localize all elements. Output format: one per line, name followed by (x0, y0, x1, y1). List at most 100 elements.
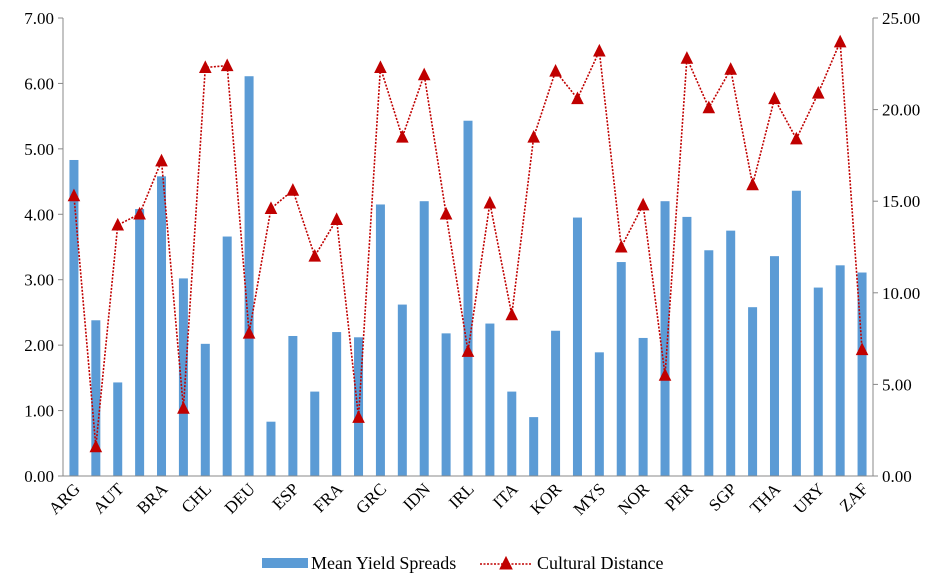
line-marker (571, 91, 584, 105)
right-tick-label: 5.00 (882, 375, 912, 394)
line-marker (198, 60, 212, 73)
line-marker (658, 368, 672, 381)
right-tick-label: 10.00 (882, 284, 920, 303)
bar (704, 250, 714, 476)
line-marker (177, 401, 190, 414)
bar (594, 352, 604, 476)
bar (332, 332, 342, 476)
bar (113, 382, 123, 476)
left-tick-label: 0.00 (24, 467, 54, 486)
x-tick-label: SGP (705, 479, 740, 514)
legend-line-label: Cultural Distance (537, 553, 663, 573)
line-marker (636, 197, 650, 211)
x-tick-label: KOR (527, 479, 566, 518)
x-tick-label: URY (790, 479, 828, 517)
line-marker (242, 325, 256, 339)
bar (375, 204, 385, 476)
x-tick-label: MYS (570, 479, 609, 518)
x-tick-label: CHL (178, 479, 215, 516)
legend-bar-label: Mean Yield Spreads (311, 553, 456, 573)
bar (616, 262, 626, 476)
x-tick-label: ESP (269, 479, 303, 513)
bar (682, 216, 692, 476)
x-axis-labels: ARG AUT BRA CHL DEU ESP FRA GRC IDN IRL ITA KOR MYS N… (45, 479, 872, 519)
x-tick-label: GRC (352, 479, 390, 517)
axes (62, 18, 874, 477)
line-marker (286, 183, 300, 196)
line-marker (330, 212, 343, 226)
left-tick-label: 2.00 (24, 336, 54, 355)
line-marker (155, 153, 168, 167)
x-tick-label: IRL (445, 479, 478, 512)
right-tick-label: 0.00 (882, 467, 912, 486)
bar (135, 209, 145, 476)
legend-bar-swatch (262, 558, 308, 568)
bar (726, 230, 736, 476)
right-tick-label: 15.00 (882, 192, 920, 211)
line-marker (855, 342, 869, 356)
bar (222, 236, 232, 476)
line-marker (439, 206, 453, 220)
line-marker (417, 67, 431, 81)
bar (419, 201, 429, 476)
x-tick-label: ZAF (836, 479, 872, 515)
line-marker (833, 34, 847, 48)
bar-series (69, 76, 867, 477)
line-marker (220, 58, 234, 72)
line-marker (527, 129, 540, 143)
line-marker (483, 195, 497, 209)
line-marker (111, 217, 125, 231)
right-tick-label: 20.00 (882, 101, 920, 120)
bar (266, 421, 276, 476)
x-tick-label: DEU (221, 479, 259, 517)
line-marker (614, 239, 628, 253)
line-marker (746, 177, 759, 191)
left-tick-label: 1.00 (24, 402, 54, 421)
line-marker (89, 439, 103, 453)
bar (69, 159, 79, 477)
bar (354, 337, 364, 476)
left-axis-ticks: 0.00 1.00 2.00 3.00 4.00 5.00 6.00 7.00 (24, 9, 63, 486)
left-tick-label: 5.00 (24, 140, 54, 159)
bar (485, 323, 495, 476)
bar (529, 417, 539, 476)
x-tick-label: BRA (133, 479, 172, 518)
bar (463, 120, 473, 477)
legend: Mean Yield Spreads Cultural Distance (262, 553, 663, 573)
x-tick-label: ITA (489, 479, 522, 512)
line-marker (133, 206, 146, 220)
left-tick-label: 6.00 (24, 74, 54, 93)
line-marker (724, 62, 738, 75)
x-tick-label: THA (746, 479, 785, 518)
bar (791, 190, 801, 476)
line-marker (680, 51, 694, 64)
line-marker (593, 43, 606, 57)
x-tick-label: IDN (399, 479, 434, 514)
bar (91, 320, 101, 476)
line-marker (811, 85, 825, 99)
right-axis-ticks: 0.00 5.00 10.00 15.00 20.00 25.00 (873, 9, 920, 486)
bar (507, 391, 517, 476)
left-tick-label: 7.00 (24, 9, 54, 28)
bar (441, 333, 451, 476)
line-marker (461, 344, 475, 357)
bar (397, 304, 407, 476)
bar (769, 256, 779, 476)
bar (660, 201, 670, 476)
x-tick-label: PER (661, 479, 697, 515)
right-tick-label: 25.00 (882, 9, 920, 28)
line-marker (308, 249, 322, 262)
bar (551, 330, 561, 476)
line-marker (549, 64, 562, 77)
bar (200, 343, 210, 476)
bar (638, 337, 648, 476)
line-marker (374, 60, 387, 73)
line-marker (790, 131, 803, 145)
bar (310, 391, 320, 476)
line-marker (768, 91, 781, 105)
line-marker (264, 201, 278, 215)
bar (572, 217, 582, 477)
bar (178, 278, 188, 476)
x-tick-label: FRA (310, 479, 347, 516)
